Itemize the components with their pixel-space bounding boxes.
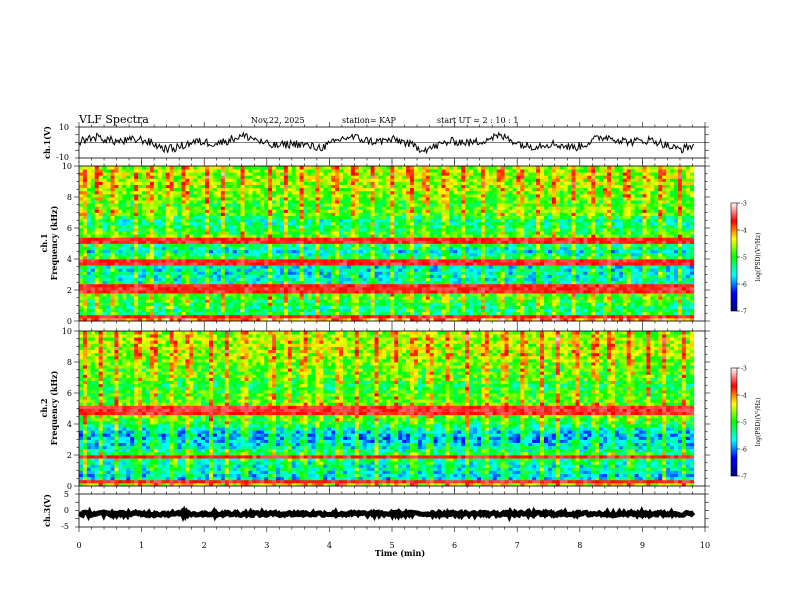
- spectrogram-ytick-label: 10: [62, 162, 72, 171]
- colorbar-ch1-label: log(PSD)(V²/Hz): [755, 233, 762, 282]
- ch3-ytick-top: 5: [64, 490, 69, 499]
- x-axis-tick-label: 2: [202, 541, 207, 550]
- start-time-label: start UT = 2 : 10 : 1: [437, 116, 518, 125]
- x-axis-tick-label: 0: [76, 541, 81, 550]
- spectrogram-ytick-label: 0: [67, 317, 72, 326]
- colorbar-ch2: -3 -4 -5 -6 -7 log(PSD)(V²/Hz): [730, 366, 762, 481]
- x-axis-tick-label: 7: [515, 541, 520, 550]
- spectrogram-ytick-label: 6: [67, 224, 72, 233]
- colorbar-tick-label: -7: [741, 474, 747, 481]
- colorbar-tick-label: -4: [741, 228, 747, 235]
- x-axis-tick-label: 9: [640, 541, 645, 550]
- spectrogram-ytick-label: 2: [67, 451, 72, 460]
- colorbar-tick-label: -5: [741, 420, 747, 427]
- ch2-spectrogram-ylabel-bottom: Frequency (kHz): [49, 370, 59, 445]
- colorbar-tick-label: -6: [741, 282, 747, 289]
- x-axis-tick-label: 4: [327, 541, 332, 550]
- ch2-spectrogram-image: [79, 331, 695, 487]
- ch1-ylabel: ch.1(V): [42, 126, 52, 159]
- ch3-waveform-panel: 5 0 -5 ch.3(V): [42, 489, 709, 532]
- ch3-ytick-mid: 0: [64, 506, 69, 515]
- colorbar-tick-label: -3: [741, 366, 747, 373]
- spectrogram-ytick-label: 2: [67, 286, 72, 295]
- ch1-spectrogram-ylabel-top: ch.1: [39, 233, 49, 252]
- ch3-ylabel: ch.3(V): [42, 494, 52, 527]
- x-axis-tick-label: 1: [139, 541, 144, 550]
- spectrogram-ytick-label: 8: [67, 193, 72, 202]
- ch1-waveform-panel: 10 -10 ch.1(V): [42, 122, 709, 163]
- spectrogram-ytick-label: 4: [67, 255, 72, 264]
- ch1-ytick-bottom: -10: [56, 153, 69, 162]
- x-axis-tick-label: 8: [577, 541, 582, 550]
- spectrogram-ytick-label: 4: [67, 420, 72, 429]
- figure-title: VLF Spectra: [78, 113, 149, 126]
- ch1-spectrogram-ylabel-bottom: Frequency (kHz): [49, 205, 59, 280]
- ch1-spectrogram-image: [79, 166, 695, 322]
- colorbar-tick-label: -4: [741, 393, 747, 400]
- station-label: station= KAP: [342, 116, 397, 125]
- colorbar-ch2-label: log(PSD)(V²/Hz): [755, 398, 762, 447]
- colorbar-tick-label: -6: [741, 447, 747, 454]
- ch3-ytick-bottom: -5: [61, 522, 69, 531]
- x-axis-label: Time (min): [375, 548, 425, 558]
- x-axis-tick-label: 10: [700, 541, 710, 550]
- spectrogram-ytick-label: 8: [67, 358, 72, 367]
- ch2-spectrogram-panel: 0 2 4 6 8 10 ch.2 Frequency (kHz): [39, 326, 710, 491]
- spectrogram-ytick-label: 0: [67, 482, 72, 491]
- ch1-waveform-trace: [78, 131, 695, 155]
- spectrogram-ytick-label: 10: [62, 327, 72, 336]
- colorbar-tick-label: -3: [741, 201, 747, 208]
- colorbar-ch1: -3 -4 -5 -6 -7 log(PSD)(V²/Hz): [730, 201, 762, 316]
- ch3-waveform-trace: [78, 505, 696, 523]
- x-axis-tick-label: 6: [452, 541, 457, 550]
- ch1-ytick-top: 10: [59, 123, 69, 132]
- x-axis-tick-label: 5: [389, 541, 394, 550]
- spectrogram-ytick-label: 6: [67, 389, 72, 398]
- colorbar-tick-label: -7: [741, 309, 747, 316]
- x-axis-tick-labels: 0 1 2 3 4 5 6 7 8 9 10: [76, 541, 710, 550]
- colorbar-tick-label: -5: [741, 255, 747, 262]
- ch2-spectrogram-ylabel-top: ch.2: [39, 398, 49, 417]
- date-label: Nov.22, 2025: [251, 116, 305, 125]
- x-axis-tick-label: 3: [264, 541, 269, 550]
- ch1-spectrogram-panel: 0 2 4 6 8 10 ch.1 Frequency (kHz): [39, 161, 710, 326]
